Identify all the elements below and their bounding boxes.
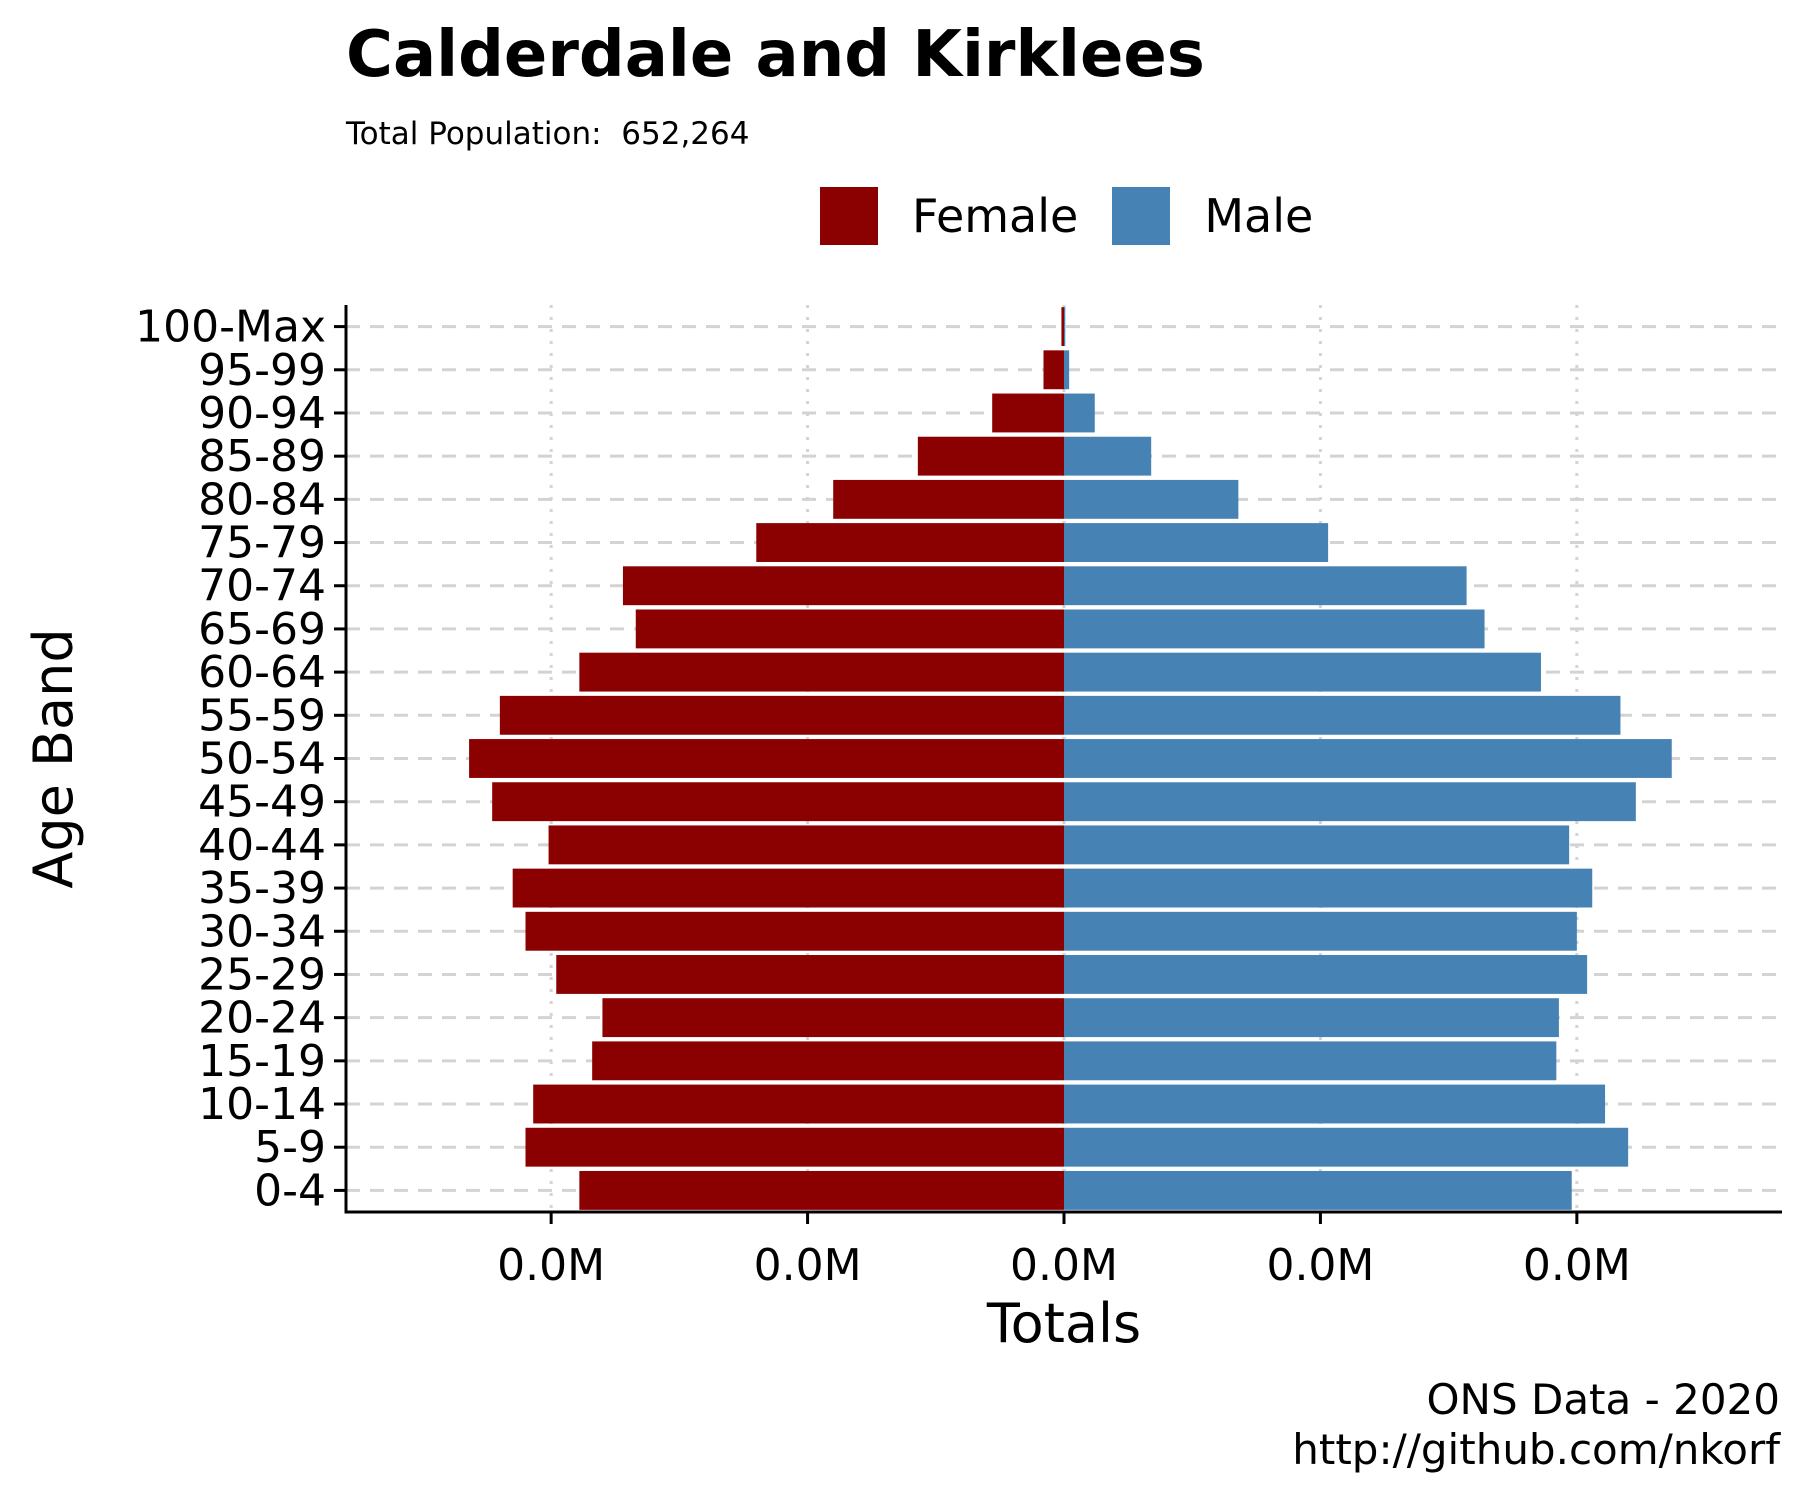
bar-female-85-89 xyxy=(917,436,1064,476)
bar-male-5-9 xyxy=(1064,1127,1629,1167)
y-tick-label-20-24: 20-24 xyxy=(198,993,326,1044)
bar-male-35-39 xyxy=(1064,868,1593,908)
bar-male-60-64 xyxy=(1064,652,1541,692)
x-tick-label: 0.0M xyxy=(497,1240,605,1291)
x-axis-title: Totals xyxy=(986,1292,1141,1355)
bar-male-100-Max xyxy=(1064,307,1066,347)
y-tick-label-65-69: 65-69 xyxy=(198,604,326,655)
legend: Female Male xyxy=(820,186,1347,246)
bar-female-90-94 xyxy=(992,393,1064,433)
bar-male-90-94 xyxy=(1064,393,1095,433)
bar-female-5-9 xyxy=(525,1127,1064,1167)
bar-female-0-4 xyxy=(579,1170,1064,1210)
y-tick-label-50-54: 50-54 xyxy=(198,734,326,785)
bar-female-10-14 xyxy=(533,1084,1064,1124)
bar-male-40-44 xyxy=(1064,825,1570,865)
y-axis-title: Age Band xyxy=(22,628,85,888)
y-tick-label-55-59: 55-59 xyxy=(198,690,326,741)
bar-female-25-29 xyxy=(556,955,1064,994)
bar-female-60-64 xyxy=(579,652,1064,692)
y-tick-label-5-9: 5-9 xyxy=(254,1122,326,1173)
y-tick-label-25-29: 25-29 xyxy=(198,949,326,1000)
chart-title: Calderdale and Kirklees xyxy=(346,18,1205,92)
bar-female-70-74 xyxy=(622,566,1064,606)
bar-male-0-4 xyxy=(1064,1170,1572,1210)
bar-male-70-74 xyxy=(1064,566,1467,606)
y-tick-label-45-49: 45-49 xyxy=(198,777,326,828)
y-tick-label-95-99: 95-99 xyxy=(198,345,326,396)
bar-female-50-54 xyxy=(469,739,1065,778)
bar-female-95-99 xyxy=(1043,350,1064,390)
x-tick-label: 0.0M xyxy=(1523,1240,1631,1291)
y-tick-label-75-79: 75-79 xyxy=(198,518,326,569)
chart-subtitle: Total Population: 652,264 xyxy=(346,116,750,152)
legend-swatch-male xyxy=(1112,187,1171,245)
bar-female-80-84 xyxy=(833,479,1064,519)
x-tick-label: 0.0M xyxy=(754,1240,862,1291)
legend-swatch-female xyxy=(820,187,878,245)
bar-male-20-24 xyxy=(1064,998,1559,1038)
bar-male-30-34 xyxy=(1064,911,1577,951)
bar-male-55-59 xyxy=(1064,695,1621,735)
legend-label-female: Female xyxy=(912,189,1079,243)
bar-male-95-99 xyxy=(1064,350,1070,390)
y-tick-label-60-64: 60-64 xyxy=(198,647,326,698)
y-tick-label-10-14: 10-14 xyxy=(198,1079,326,1130)
caption-url: http://github.com/nkorf xyxy=(1292,1425,1780,1474)
y-tick-label-80-84: 80-84 xyxy=(198,474,326,525)
legend-item-female: Female xyxy=(820,187,1078,245)
bar-male-45-49 xyxy=(1064,782,1636,822)
y-tick-label-15-19: 15-19 xyxy=(198,1036,326,1087)
bar-female-20-24 xyxy=(602,998,1064,1038)
bar-male-25-29 xyxy=(1064,955,1588,994)
legend-label-male: Male xyxy=(1204,189,1314,243)
y-tick-label-70-74: 70-74 xyxy=(198,561,326,612)
y-tick-label-0-4: 0-4 xyxy=(254,1165,326,1216)
y-tick-label-100-Max: 100-Max xyxy=(135,302,326,353)
bar-female-75-79 xyxy=(756,523,1064,562)
bar-female-40-44 xyxy=(548,825,1064,865)
legend-item-male: Male xyxy=(1112,187,1313,245)
bar-male-50-54 xyxy=(1064,739,1672,778)
bar-male-65-69 xyxy=(1064,609,1485,649)
y-tick-label-40-44: 40-44 xyxy=(198,820,326,871)
bar-male-80-84 xyxy=(1064,479,1239,519)
bar-male-15-19 xyxy=(1064,1041,1557,1081)
caption: ONS Data - 2020 http://github.com/nkorf xyxy=(1292,1375,1780,1475)
x-tick-label: 0.0M xyxy=(1266,1240,1374,1291)
bar-female-15-19 xyxy=(592,1041,1064,1081)
y-tick-label-90-94: 90-94 xyxy=(198,388,326,439)
y-tick-label-35-39: 35-39 xyxy=(198,863,326,914)
bar-female-35-39 xyxy=(512,868,1064,908)
y-tick-label-30-34: 30-34 xyxy=(198,906,326,957)
bar-female-65-69 xyxy=(635,609,1064,649)
bar-female-45-49 xyxy=(492,782,1064,822)
bar-female-30-34 xyxy=(525,911,1064,951)
y-tick-label-85-89: 85-89 xyxy=(198,431,326,482)
bar-male-85-89 xyxy=(1064,436,1152,476)
x-tick-label: 0.0M xyxy=(1010,1240,1118,1291)
bar-male-10-14 xyxy=(1064,1084,1606,1124)
bar-female-100-Max xyxy=(1061,307,1064,347)
caption-source: ONS Data - 2020 xyxy=(1426,1375,1780,1424)
bar-male-75-79 xyxy=(1064,523,1329,562)
bar-female-55-59 xyxy=(499,695,1064,735)
